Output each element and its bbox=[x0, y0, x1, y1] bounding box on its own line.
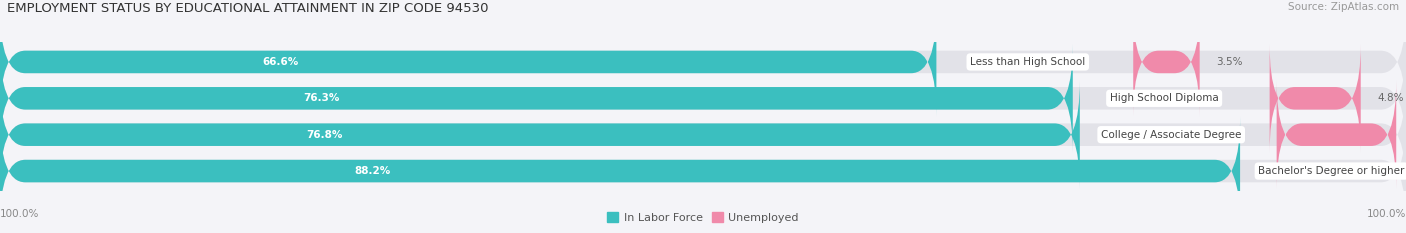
FancyBboxPatch shape bbox=[0, 8, 936, 116]
Text: 100.0%: 100.0% bbox=[0, 209, 39, 219]
Text: 66.6%: 66.6% bbox=[263, 57, 299, 67]
FancyBboxPatch shape bbox=[0, 44, 1073, 153]
Text: High School Diploma: High School Diploma bbox=[1109, 93, 1219, 103]
Text: 4.8%: 4.8% bbox=[1378, 93, 1405, 103]
Text: 100.0%: 100.0% bbox=[1367, 209, 1406, 219]
Text: Bachelor's Degree or higher: Bachelor's Degree or higher bbox=[1258, 166, 1405, 176]
Legend: In Labor Force, Unemployed: In Labor Force, Unemployed bbox=[603, 208, 803, 227]
FancyBboxPatch shape bbox=[0, 117, 1406, 225]
Text: Source: ZipAtlas.com: Source: ZipAtlas.com bbox=[1288, 2, 1399, 12]
FancyBboxPatch shape bbox=[0, 44, 1406, 153]
Text: 76.8%: 76.8% bbox=[305, 130, 342, 140]
FancyBboxPatch shape bbox=[1133, 8, 1199, 116]
FancyBboxPatch shape bbox=[0, 80, 1080, 189]
Text: Less than High School: Less than High School bbox=[970, 57, 1085, 67]
Text: EMPLOYMENT STATUS BY EDUCATIONAL ATTAINMENT IN ZIP CODE 94530: EMPLOYMENT STATUS BY EDUCATIONAL ATTAINM… bbox=[7, 2, 488, 15]
Text: 3.5%: 3.5% bbox=[1216, 57, 1243, 67]
Text: 88.2%: 88.2% bbox=[354, 166, 389, 176]
FancyBboxPatch shape bbox=[1277, 80, 1396, 189]
Text: 76.3%: 76.3% bbox=[304, 93, 340, 103]
FancyBboxPatch shape bbox=[1270, 44, 1361, 153]
Text: College / Associate Degree: College / Associate Degree bbox=[1101, 130, 1241, 140]
FancyBboxPatch shape bbox=[0, 117, 1240, 225]
FancyBboxPatch shape bbox=[0, 80, 1406, 189]
FancyBboxPatch shape bbox=[0, 8, 1406, 116]
